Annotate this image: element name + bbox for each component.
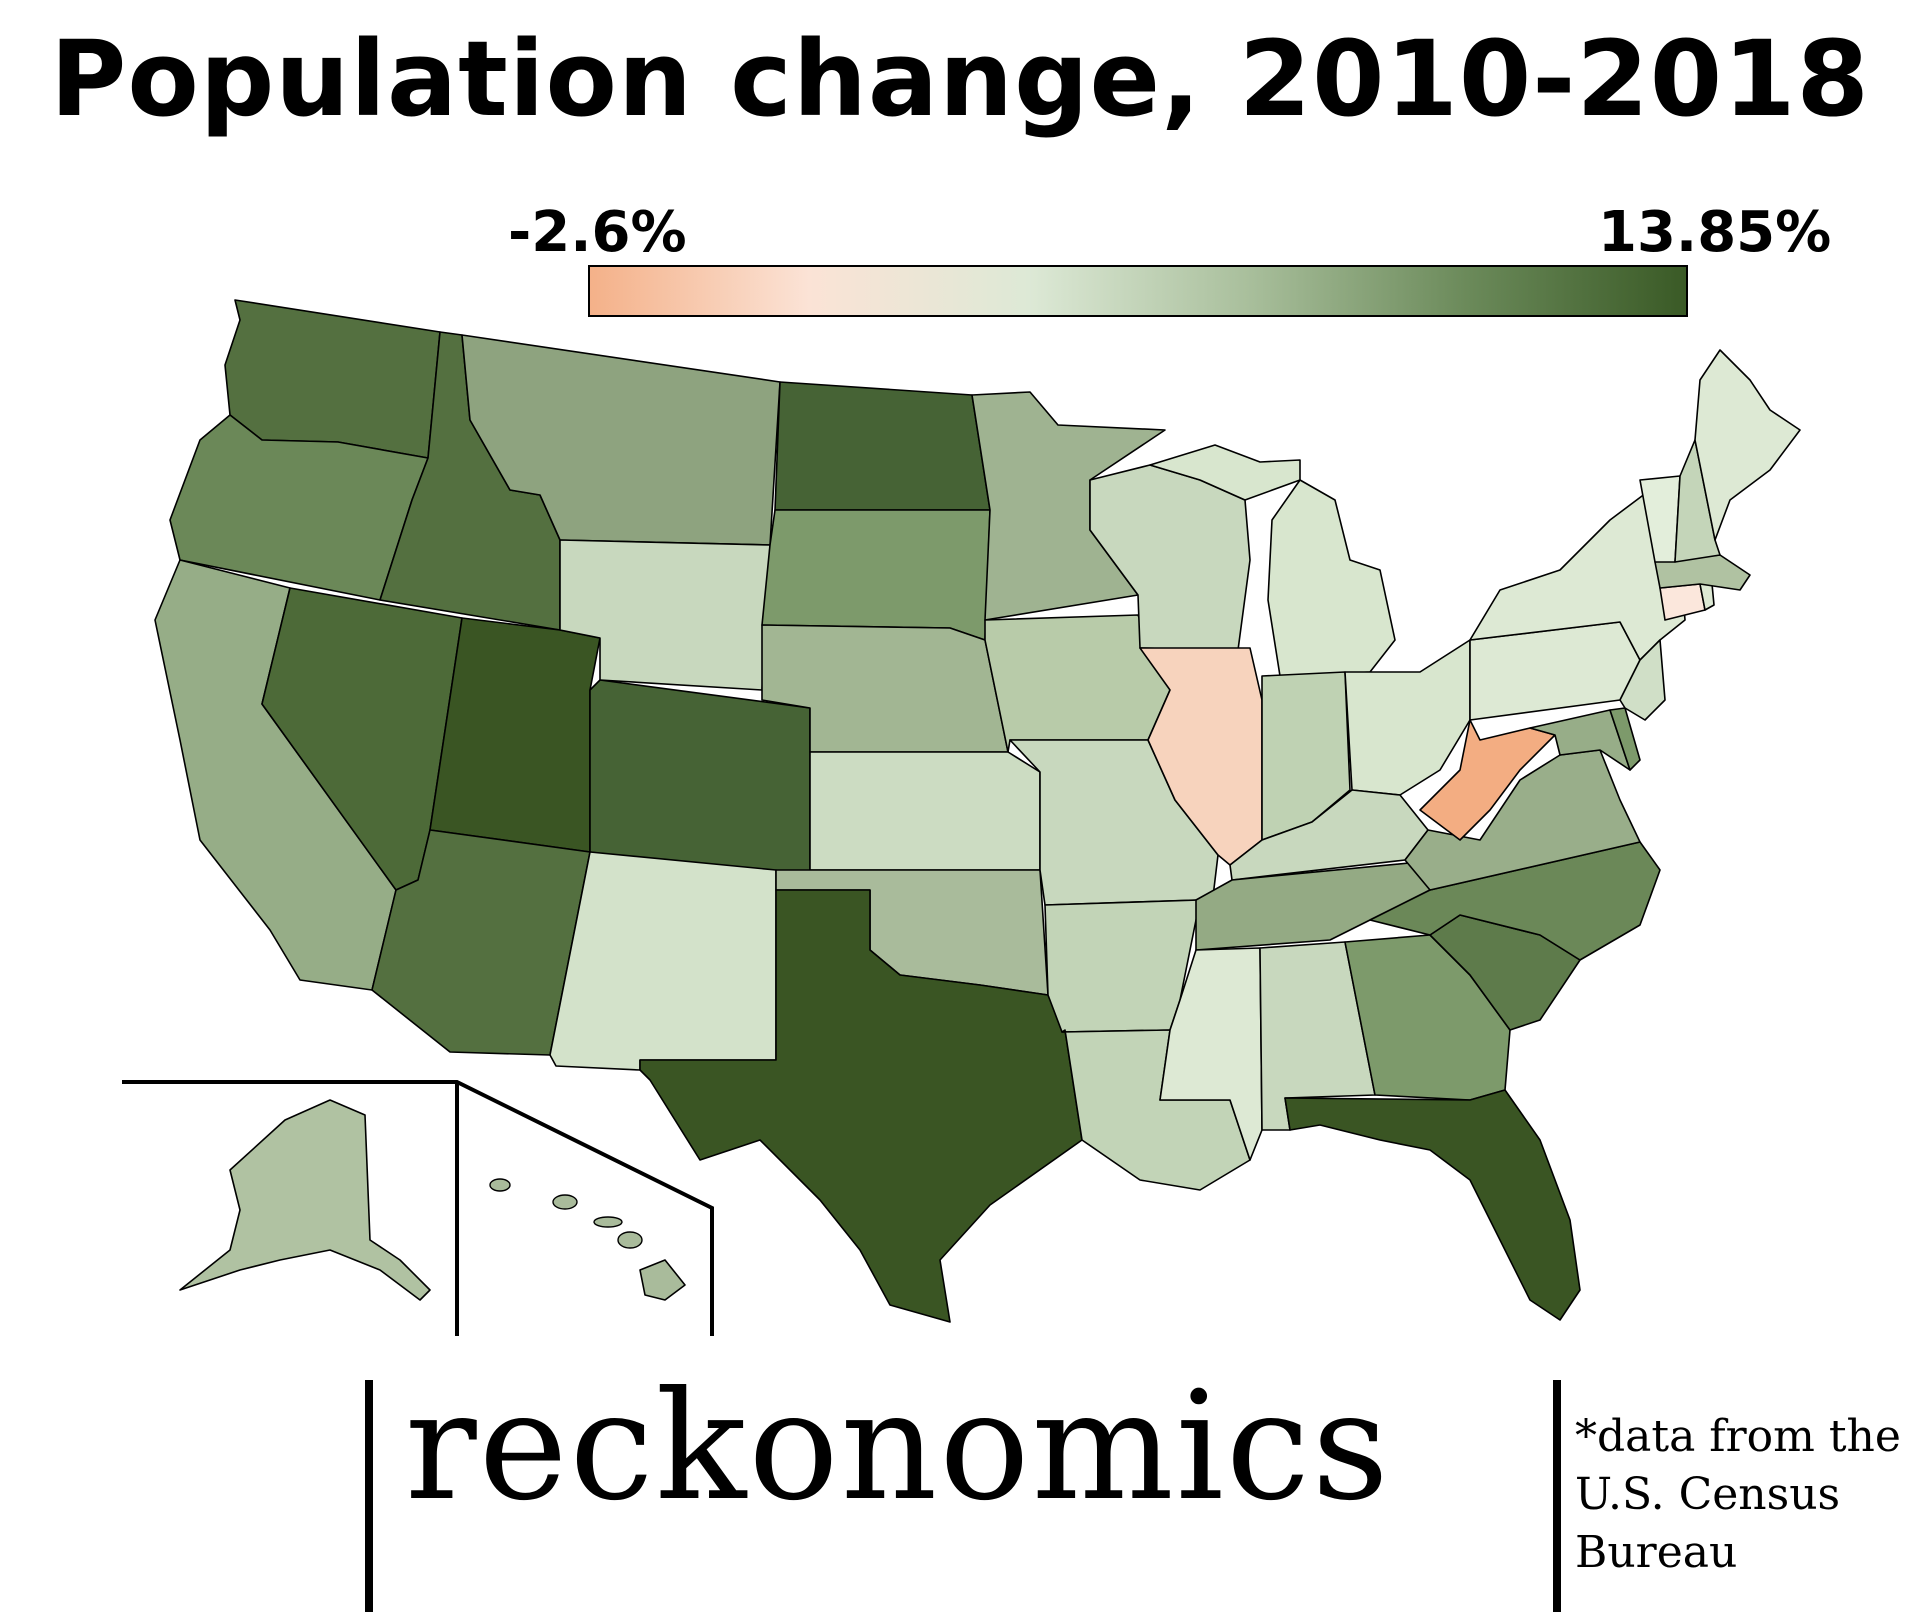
state-michigan [1267,479,1396,677]
hawaii-small-islands [489,1178,643,1249]
state-connecticut [1659,583,1706,621]
state-florida [1284,1089,1581,1321]
brand-bar-right [1553,1380,1561,1612]
brand-bar-left [365,1380,373,1612]
source-line-2: U.S. Census [1575,1469,1841,1520]
source-line-3: Bureau [1575,1527,1738,1578]
state-texas [639,889,1083,1323]
state-illinois [1139,647,1263,866]
hawaii-island-kauai [489,1178,511,1192]
state-new-mexico [549,851,777,1071]
source-line-1: *data from the [1575,1411,1901,1462]
inset-frame-line [122,1080,714,1336]
legend-min-label: -2.6% [508,200,687,265]
state-maine [1694,349,1801,541]
inset-frame [122,1080,714,1336]
hawaii-island-maui [617,1231,643,1249]
state-kansas [809,751,1041,871]
state-new-hampshire [1674,439,1721,563]
map-title: Population change, 2010-2018 [50,18,1870,140]
state-new-jersey [1619,639,1666,721]
source-note: *data from the U.S. Census Bureau [1575,1408,1901,1582]
brand-logo: reckonomics [405,1360,1391,1534]
state-delaware [1609,707,1641,771]
state-alaska [179,1099,431,1301]
hawaii-island-oahu [552,1194,578,1210]
hawaii-island-molokai [593,1216,623,1228]
state-south-dakota [761,509,991,641]
state-kentucky [1229,789,1429,881]
legend-color-ramp [588,265,1688,317]
state-north-dakota [774,381,991,511]
legend-max-label: 13.85% [1598,200,1832,265]
state-michigan-upper-peninsula [1149,444,1301,501]
state-hawaii [639,1259,686,1301]
state-washington [224,299,441,459]
state-colorado [589,679,811,881]
